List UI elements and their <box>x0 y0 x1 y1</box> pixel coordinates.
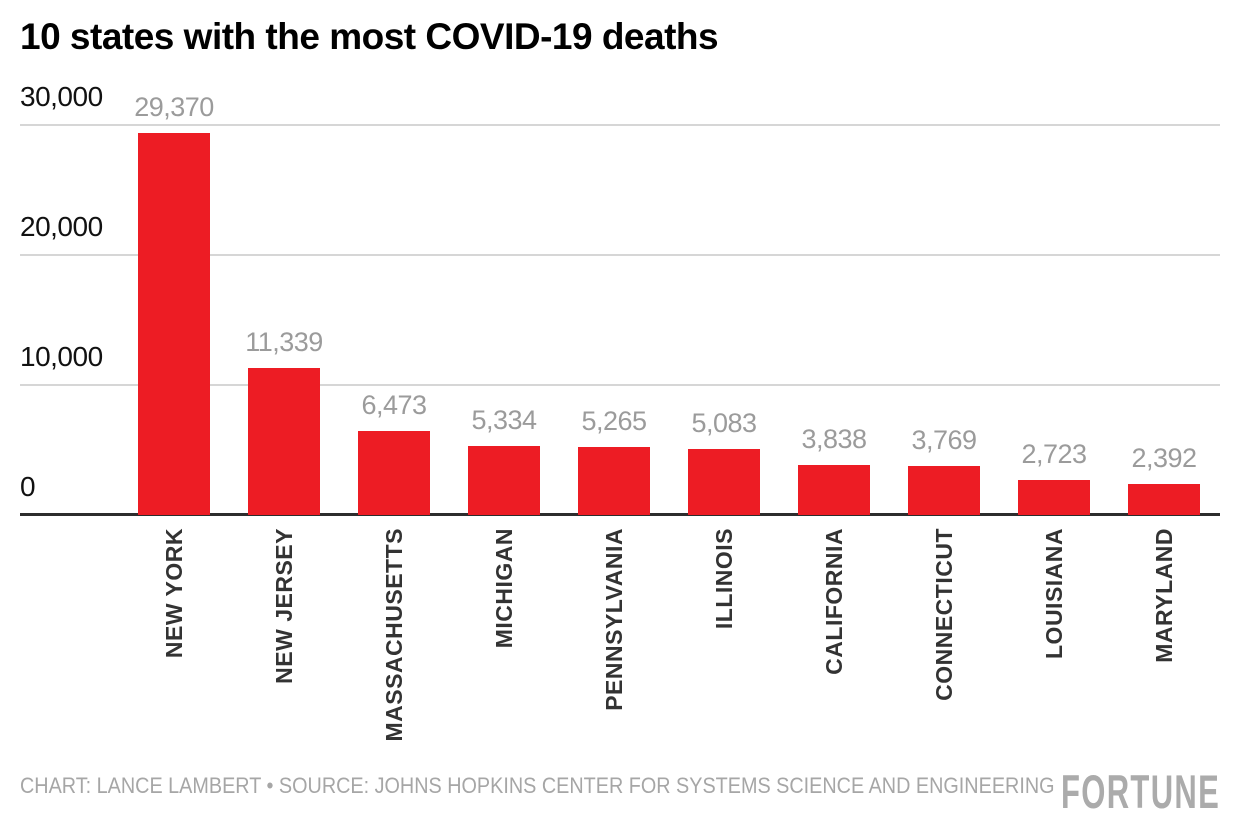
bar-column: 11,339 NEW JERSEY <box>229 125 339 684</box>
bar-column: 29,370 NEW YORK <box>119 92 229 658</box>
bar-column: 5,334 MICHIGAN <box>449 125 559 648</box>
bar-value-label: 2,392 <box>1131 443 1197 473</box>
gridline <box>20 124 1220 126</box>
bar-category-label: ILLINOIS <box>710 528 737 630</box>
bar-column: 5,083 ILLINOIS <box>669 125 779 629</box>
bar-category-label: CONNECTICUT <box>930 528 957 701</box>
bar-category-label: MICHIGAN <box>490 528 517 649</box>
bar-category-label-wrap: CONNECTICUT <box>889 528 999 701</box>
bar-category-label: NEW JERSEY <box>270 528 297 684</box>
bar-value-label: 2,723 <box>1021 439 1087 469</box>
bar-category-label: NEW YORK <box>160 528 187 659</box>
bar <box>1018 480 1090 515</box>
bar-value-label: 5,334 <box>471 405 537 435</box>
bar-category-label-wrap: PENNSYLVANIA <box>559 528 669 711</box>
bar-category-label-wrap: LOUISIANA <box>999 528 1109 659</box>
bar-category-label: MARYLAND <box>1150 528 1177 663</box>
y-tick-label: 10,000 <box>20 341 103 372</box>
bar-category-label: CALIFORNIA <box>820 528 847 675</box>
bar-value-label: 5,083 <box>691 408 757 438</box>
bar-category-label-wrap: MARYLAND <box>1109 528 1219 663</box>
gridline <box>20 384 1220 386</box>
bar-value-label: 3,838 <box>801 424 867 454</box>
bar-column: 6,473 MASSACHUSETTS <box>339 125 449 742</box>
bar <box>358 431 430 515</box>
y-tick-label: 20,000 <box>20 211 103 242</box>
chart-title: 10 states with the most COVID-19 deaths <box>20 16 719 57</box>
bar-value-label: 11,339 <box>245 327 323 357</box>
bar-category-label-wrap: ILLINOIS <box>669 528 779 629</box>
bar-category-label: PENNSYLVANIA <box>600 528 627 711</box>
fortune-logo: FORTUNE <box>1060 765 1220 818</box>
bar-value-label: 5,265 <box>581 406 647 436</box>
footer: CHART: LANCE LAMBERT • SOURCE: JOHNS HOP… <box>20 764 1220 818</box>
bar-category-label: MASSACHUSETTS <box>380 528 407 742</box>
plot-area: 30,000 20,000 10,000 0 29,370 NEW YORK 11,339 N… <box>20 81 1220 742</box>
bar-column: 2,723 LOUISIANA <box>999 125 1109 659</box>
y-tick-label: 30,000 <box>20 81 103 112</box>
bar-value-label: 6,473 <box>361 390 427 420</box>
y-tick-label: 0 <box>20 471 36 502</box>
bar <box>798 465 870 515</box>
bar-value-label: 3,769 <box>911 425 977 455</box>
bar-column: 2,392 MARYLAND <box>1109 125 1219 663</box>
bar-category-label-wrap: NEW YORK <box>119 528 229 658</box>
bar-category-label-wrap: MASSACHUSETTS <box>339 528 449 742</box>
bar-category-label-wrap: MICHIGAN <box>449 528 559 648</box>
bar-category-label-wrap: CALIFORNIA <box>779 528 889 675</box>
bar <box>138 133 210 515</box>
bar <box>908 466 980 515</box>
bar-category-label: LOUISIANA <box>1040 528 1067 659</box>
bar-column: 5,265 PENNSYLVANIA <box>559 125 669 711</box>
bar-column: 3,838 CALIFORNIA <box>779 125 889 675</box>
bar-column: 3,769 CONNECTICUT <box>889 125 999 701</box>
gridline <box>20 254 1220 256</box>
bar <box>468 446 540 515</box>
bar <box>578 447 650 515</box>
credit-text: CHART: LANCE LAMBERT • SOURCE: JOHNS HOP… <box>20 773 1055 798</box>
bar <box>1128 484 1200 515</box>
bar-category-label-wrap: NEW JERSEY <box>229 528 339 684</box>
bar <box>688 449 760 515</box>
bar-value-label: 29,370 <box>134 92 214 122</box>
bar <box>248 368 320 515</box>
